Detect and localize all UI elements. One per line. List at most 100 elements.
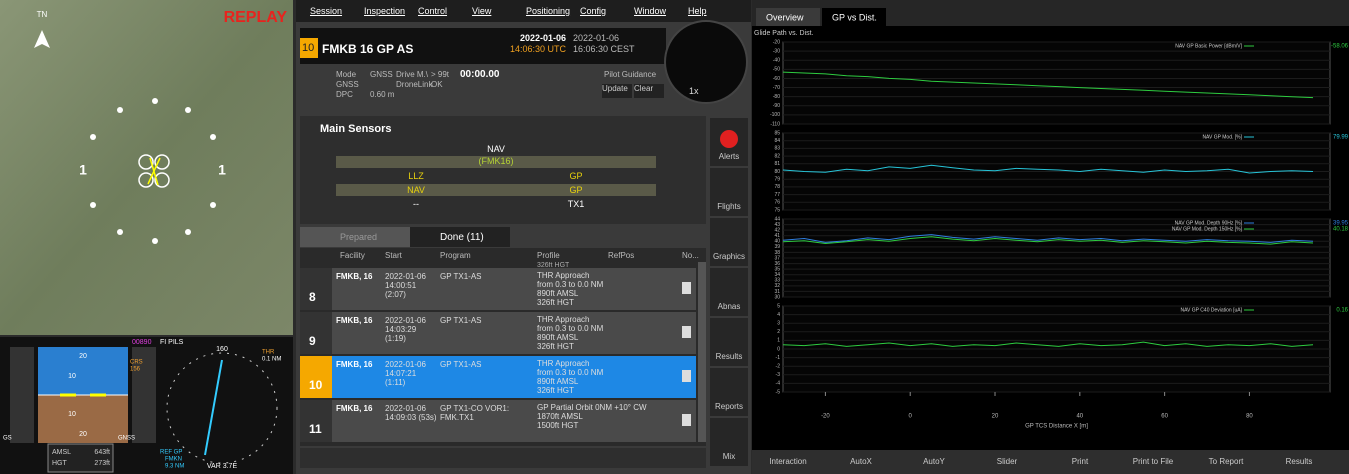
prepared-tab[interactable]: Prepared	[300, 227, 410, 247]
y-tick-label: 83	[774, 146, 780, 152]
y-tick-label: 78	[774, 184, 780, 190]
status-text: Mode	[336, 70, 356, 79]
menu-item[interactable]: View	[472, 6, 491, 16]
column-header: Facility	[340, 251, 365, 260]
legend-value: -58.06	[1331, 44, 1349, 50]
column-header: No...	[682, 251, 699, 260]
row-profile: 890ft AMSL	[537, 289, 578, 298]
y-tick-label: 2	[777, 329, 780, 335]
x-tick-label: 20	[992, 414, 999, 420]
control-panel: Session Inspection Control View Positioning C…	[296, 0, 751, 474]
flight-name: FMKB 16 GP AS	[322, 42, 413, 56]
bottom-toolbar	[300, 448, 706, 468]
y-tick-label: -5	[776, 389, 781, 395]
hgt-label: HGT	[52, 460, 68, 467]
column-header: RefPos	[608, 251, 634, 260]
row-number: 11	[300, 400, 332, 442]
amsl-label: AMSL	[52, 449, 71, 456]
row-profile: 1500ft HGT	[537, 421, 578, 430]
ref-distance: 9.3 NM	[165, 464, 184, 470]
pitch-label: 10	[68, 373, 76, 380]
y-tick-label: -1	[776, 355, 781, 361]
crs-value: 156	[130, 367, 141, 373]
scrollbar	[698, 262, 706, 442]
ref-facility: FMKN	[165, 457, 182, 463]
legend-value: 79.99	[1333, 135, 1349, 141]
row-profile: 326ft HGT	[537, 342, 574, 351]
column-header: Start	[385, 251, 402, 260]
y-tick-label: 80	[774, 169, 780, 175]
toolbar-button[interactable]: Print to File	[1133, 457, 1174, 466]
row-start: 2022-01-06 14:07:21 (1:11)	[385, 360, 437, 387]
legend-label: NAV GP Mod. Depth 150Hz [%]	[1172, 226, 1243, 232]
toolbar-button[interactable]: Results	[1286, 457, 1313, 466]
done-tab[interactable]: Done (11)	[410, 227, 510, 247]
y-tick-label: -90	[773, 103, 780, 109]
side-button-label: Alerts	[710, 152, 748, 161]
toolbar-button[interactable]: Interaction	[769, 457, 806, 466]
status-text: 0.60 m	[370, 90, 394, 99]
menu-item[interactable]: Window	[634, 6, 666, 16]
toolbar-button[interactable]: Print	[1072, 457, 1089, 466]
speed-button[interactable]: 1x	[689, 86, 699, 96]
menu-item[interactable]: Help	[688, 6, 707, 16]
status-text: OK	[431, 80, 443, 89]
local-date: 2022-01-06	[573, 33, 619, 43]
row-profile: 890ft AMSL	[537, 377, 578, 386]
timer: 00:00.00	[460, 69, 499, 80]
toolbar-button[interactable]: AutoX	[850, 457, 872, 466]
plot-tab-label: Overview	[766, 12, 804, 22]
menu-item[interactable]: Session	[310, 6, 342, 16]
legend-value: 0.16	[1336, 308, 1348, 314]
row-profile: THR Approach	[537, 315, 589, 324]
row-icon	[682, 282, 691, 294]
toolbar-button[interactable]: Slider	[997, 457, 1018, 466]
row-facility: FMKB, 16	[336, 316, 372, 325]
toolbar-button[interactable]: AutoY	[923, 457, 945, 466]
application: TNREPLAY1100890FI PILSCRS156160THR0.1 NM…	[0, 0, 1349, 474]
utc-date: 2022-01-06	[506, 33, 566, 43]
y-tick-label: -50	[773, 67, 780, 73]
y-tick-label: 84	[774, 138, 780, 144]
playback-dial	[664, 20, 748, 104]
side-button-label: Flights	[710, 202, 748, 211]
gnss-label: GNSS	[118, 436, 135, 442]
sensor-nav: NAV	[336, 144, 656, 154]
row-number: 9	[300, 312, 332, 354]
y-tick-label: 5	[777, 303, 780, 309]
legend-label: NAV GP C40 Deviation [uA]	[1180, 307, 1242, 313]
row-profile: 1870ft AMSL	[537, 412, 583, 421]
y-tick-label: 0	[777, 346, 780, 352]
row-program: GP TX1-AS	[440, 272, 532, 281]
gs-label: GS	[3, 436, 12, 442]
status-text: > 99t	[431, 70, 449, 79]
y-tick-label: -110	[770, 121, 780, 127]
y-tick-label: -30	[773, 48, 780, 54]
y-tick-label: -100	[770, 112, 780, 118]
update-button[interactable]: Update	[602, 84, 632, 98]
clear-button[interactable]: Clear	[634, 84, 664, 98]
column-header: Program	[440, 251, 471, 260]
y-tick-label: 79	[774, 177, 780, 183]
ref-label: REF GP	[160, 450, 182, 456]
row-profile: from 0.3 to 0.0 NM	[537, 368, 603, 377]
row-number: 10	[300, 356, 332, 398]
row-facility: FMKB, 16	[336, 360, 372, 369]
toolbar-button[interactable]: To Report	[1209, 457, 1244, 466]
y-tick-label: 1	[777, 338, 780, 344]
row-profile: 326ft HGT	[537, 298, 574, 307]
menu-item[interactable]: Config	[580, 6, 606, 16]
sensor-cell: LLZ	[336, 171, 496, 181]
menu-item[interactable]: Inspection	[364, 6, 405, 16]
ring-label: 1	[218, 162, 226, 178]
column-header: Profile	[537, 251, 560, 260]
y-tick-label: 3	[777, 321, 780, 327]
sensor-cell: --	[336, 199, 496, 209]
x-axis-label: GP TCS Distance X [m]	[1025, 424, 1088, 430]
menu-item[interactable]: Positioning	[526, 6, 570, 16]
y-tick-label: -60	[773, 76, 780, 82]
flight-number: 10	[300, 38, 318, 58]
menu-item[interactable]: Control	[418, 6, 447, 16]
sensor-cell: GP	[496, 171, 656, 181]
row-profile: 326ft HGT	[537, 386, 574, 395]
